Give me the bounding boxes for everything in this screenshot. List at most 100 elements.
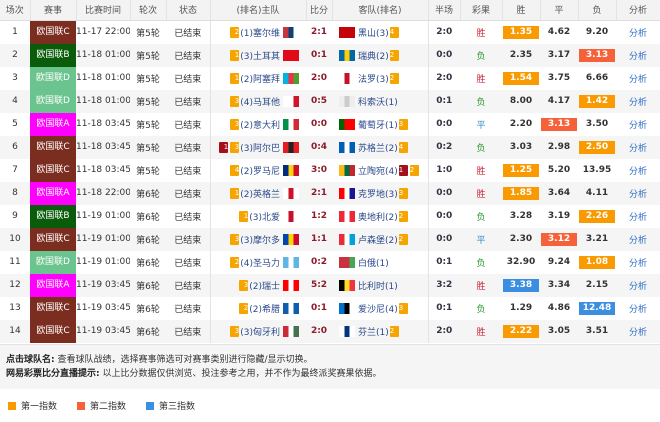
home-team-link[interactable]: (3)匈牙利 — [240, 327, 280, 338]
match-number: 10 — [0, 227, 30, 251]
league-cell[interactable]: 欧国联D — [30, 89, 76, 113]
league-badge[interactable]: 欧国联A — [30, 112, 76, 136]
league-badge[interactable]: 欧国联C — [30, 20, 76, 44]
match-number: 3 — [12, 73, 18, 83]
away-team-cell: 芬兰(1)2 — [332, 319, 428, 343]
away-team-link[interactable]: 奥地利(2) — [358, 212, 398, 223]
home-team-link[interactable]: (4)马耳他 — [240, 97, 280, 108]
league-cell[interactable]: 欧国联C — [30, 227, 76, 251]
match-status: 已结束 — [174, 166, 202, 177]
league-badge[interactable]: 欧国联C — [30, 319, 76, 343]
league-cell[interactable]: 欧国联B — [30, 204, 76, 228]
league-badge[interactable]: 欧国联A — [30, 181, 76, 205]
league-badge[interactable]: 欧国联D — [30, 250, 76, 274]
analysis-link[interactable]: 分析 — [616, 319, 660, 343]
league-badge[interactable]: 欧国联D — [30, 66, 76, 90]
analysis-link[interactable]: 分析 — [628, 74, 647, 85]
league-cell[interactable]: 欧国联A — [30, 181, 76, 205]
analysis-link[interactable]: 分析 — [628, 212, 647, 223]
analysis-link[interactable]: 分析 — [616, 43, 660, 67]
home-team-link[interactable]: (4)圣马力 — [240, 258, 280, 269]
home-team-link[interactable]: (1)塞尔维 — [240, 28, 280, 39]
note-text: 查看球队战绩，选择赛事筛选可对赛事类别进行隐藏/显示切换。 — [54, 354, 313, 365]
match-status: 已结束 — [166, 319, 210, 343]
analysis-link[interactable]: 分析 — [628, 166, 647, 177]
home-team-link[interactable]: (2)英格兰 — [240, 189, 280, 200]
league-cell[interactable]: 欧国联C — [30, 296, 76, 320]
league-cell[interactable]: 欧国联C — [30, 20, 76, 44]
league-badge[interactable]: 欧国联B — [30, 204, 76, 228]
analysis-link[interactable]: 分析 — [616, 181, 660, 205]
yellow-card-badge: 3 — [398, 302, 408, 314]
table-row: 1 欧国联C 11-17 22:00 第5轮 已结束 2(1)塞尔维 2:1 黑山(3)4 2:… — [0, 20, 660, 44]
analysis-link[interactable]: 分析 — [628, 304, 647, 315]
match-status: 已结束 — [166, 273, 210, 297]
match-status: 已结束 — [166, 43, 210, 67]
home-team-link[interactable]: (3)摩尔多 — [240, 235, 280, 246]
analysis-link[interactable]: 分析 — [616, 227, 660, 251]
lottery-result: 负 — [460, 135, 502, 159]
analysis-link[interactable]: 分析 — [616, 273, 660, 297]
column-header: (排名)主队 — [210, 0, 307, 21]
league-cell[interactable]: 欧国联C — [30, 135, 76, 159]
away-team-link[interactable]: 克罗地(3) — [358, 189, 398, 200]
column-header: 分析 — [616, 0, 660, 21]
league-cell[interactable]: 欧国联B — [30, 43, 76, 67]
odds-cell: 3.51 — [578, 319, 616, 343]
home-team-link[interactable]: (3)土耳其 — [240, 51, 280, 62]
analysis-link[interactable]: 分析 — [616, 89, 660, 113]
away-flag-icon — [339, 302, 355, 314]
score: 0:0 — [310, 119, 328, 129]
away-team-link[interactable]: 芬兰(1) — [358, 327, 389, 338]
odds-cell: 2.50 — [578, 135, 616, 159]
league-badge[interactable]: 欧国联C — [30, 227, 76, 251]
home-team-link[interactable]: (2)意大利 — [240, 120, 280, 131]
away-team-link[interactable]: 比利时(1) — [358, 281, 398, 292]
home-team-link[interactable]: (2)阿塞拜 — [240, 74, 280, 85]
home-team-link[interactable]: (2)罗马尼 — [240, 166, 280, 177]
match-status: 已结束 — [174, 304, 202, 315]
home-team-link[interactable]: (3)北爱 — [249, 212, 280, 223]
yellow-card-badge: 1 — [230, 72, 240, 84]
away-team-cell: 立陶宛(4)1 2 — [332, 159, 428, 182]
away-team-link[interactable]: 葡萄牙(1) — [358, 120, 398, 131]
league-badge[interactable]: 欧国联A — [30, 273, 76, 297]
match-number: 5 — [12, 119, 18, 129]
away-team-link[interactable]: 科索沃(1) — [358, 97, 398, 108]
table-row: 10 欧国联C 11-19 01:00 第6轮 已结束 3(3)摩尔多 1:1 卢森堡(2)2… — [0, 227, 660, 251]
odds-value: 3.34 — [547, 279, 571, 290]
analysis-link[interactable]: 分析 — [628, 120, 647, 131]
away-team-link[interactable]: 黑山(3) — [358, 28, 389, 39]
legend-swatch — [8, 402, 16, 410]
league-cell[interactable]: 欧国联C — [30, 319, 76, 343]
away-team-link[interactable]: 立陶宛(4) — [358, 166, 398, 177]
league-badge[interactable]: 欧国联B — [30, 43, 76, 67]
home-team-link[interactable]: (3)阿尔巴 — [240, 143, 280, 154]
league-badge[interactable]: 欧国联C — [30, 135, 76, 159]
column-header[interactable]: 赛事 — [30, 0, 77, 21]
league-cell[interactable]: 欧国联C — [30, 158, 76, 182]
away-team-link[interactable]: 白俄(1) — [358, 258, 389, 269]
odds-value: 13.95 — [582, 164, 612, 175]
home-team-link[interactable]: (2)希腊 — [249, 304, 280, 315]
league-cell[interactable]: 欧国联D — [30, 66, 76, 90]
league-badge[interactable]: 欧国联C — [30, 158, 76, 182]
league-cell[interactable]: 欧国联A — [30, 112, 76, 136]
away-team-link[interactable]: 瑞典(2) — [358, 51, 389, 62]
away-team-link[interactable]: 苏格兰(2) — [358, 143, 398, 154]
away-team-link[interactable]: 卢森堡(2) — [358, 235, 398, 246]
odds-value: 1.08 — [579, 255, 615, 269]
league-badge[interactable]: 欧国联C — [30, 296, 76, 320]
odds-legend: 第一指数 第二指数 第三指数 — [0, 389, 660, 422]
league-cell[interactable]: 欧国联A — [30, 273, 76, 297]
home-team-link[interactable]: (2)瑞士 — [249, 281, 280, 292]
away-flag-icon — [339, 72, 355, 84]
analysis-link[interactable]: 分析 — [628, 28, 647, 39]
away-team-link[interactable]: 法罗(3) — [358, 74, 389, 85]
league-badge[interactable]: 欧国联D — [30, 89, 76, 113]
analysis-link[interactable]: 分析 — [628, 258, 647, 269]
analysis-link[interactable]: 分析 — [616, 135, 660, 159]
away-team-link[interactable]: 爱沙尼(4) — [358, 304, 398, 315]
yellow-card-badge: 2 — [230, 256, 240, 268]
league-cell[interactable]: 欧国联D — [30, 250, 76, 274]
